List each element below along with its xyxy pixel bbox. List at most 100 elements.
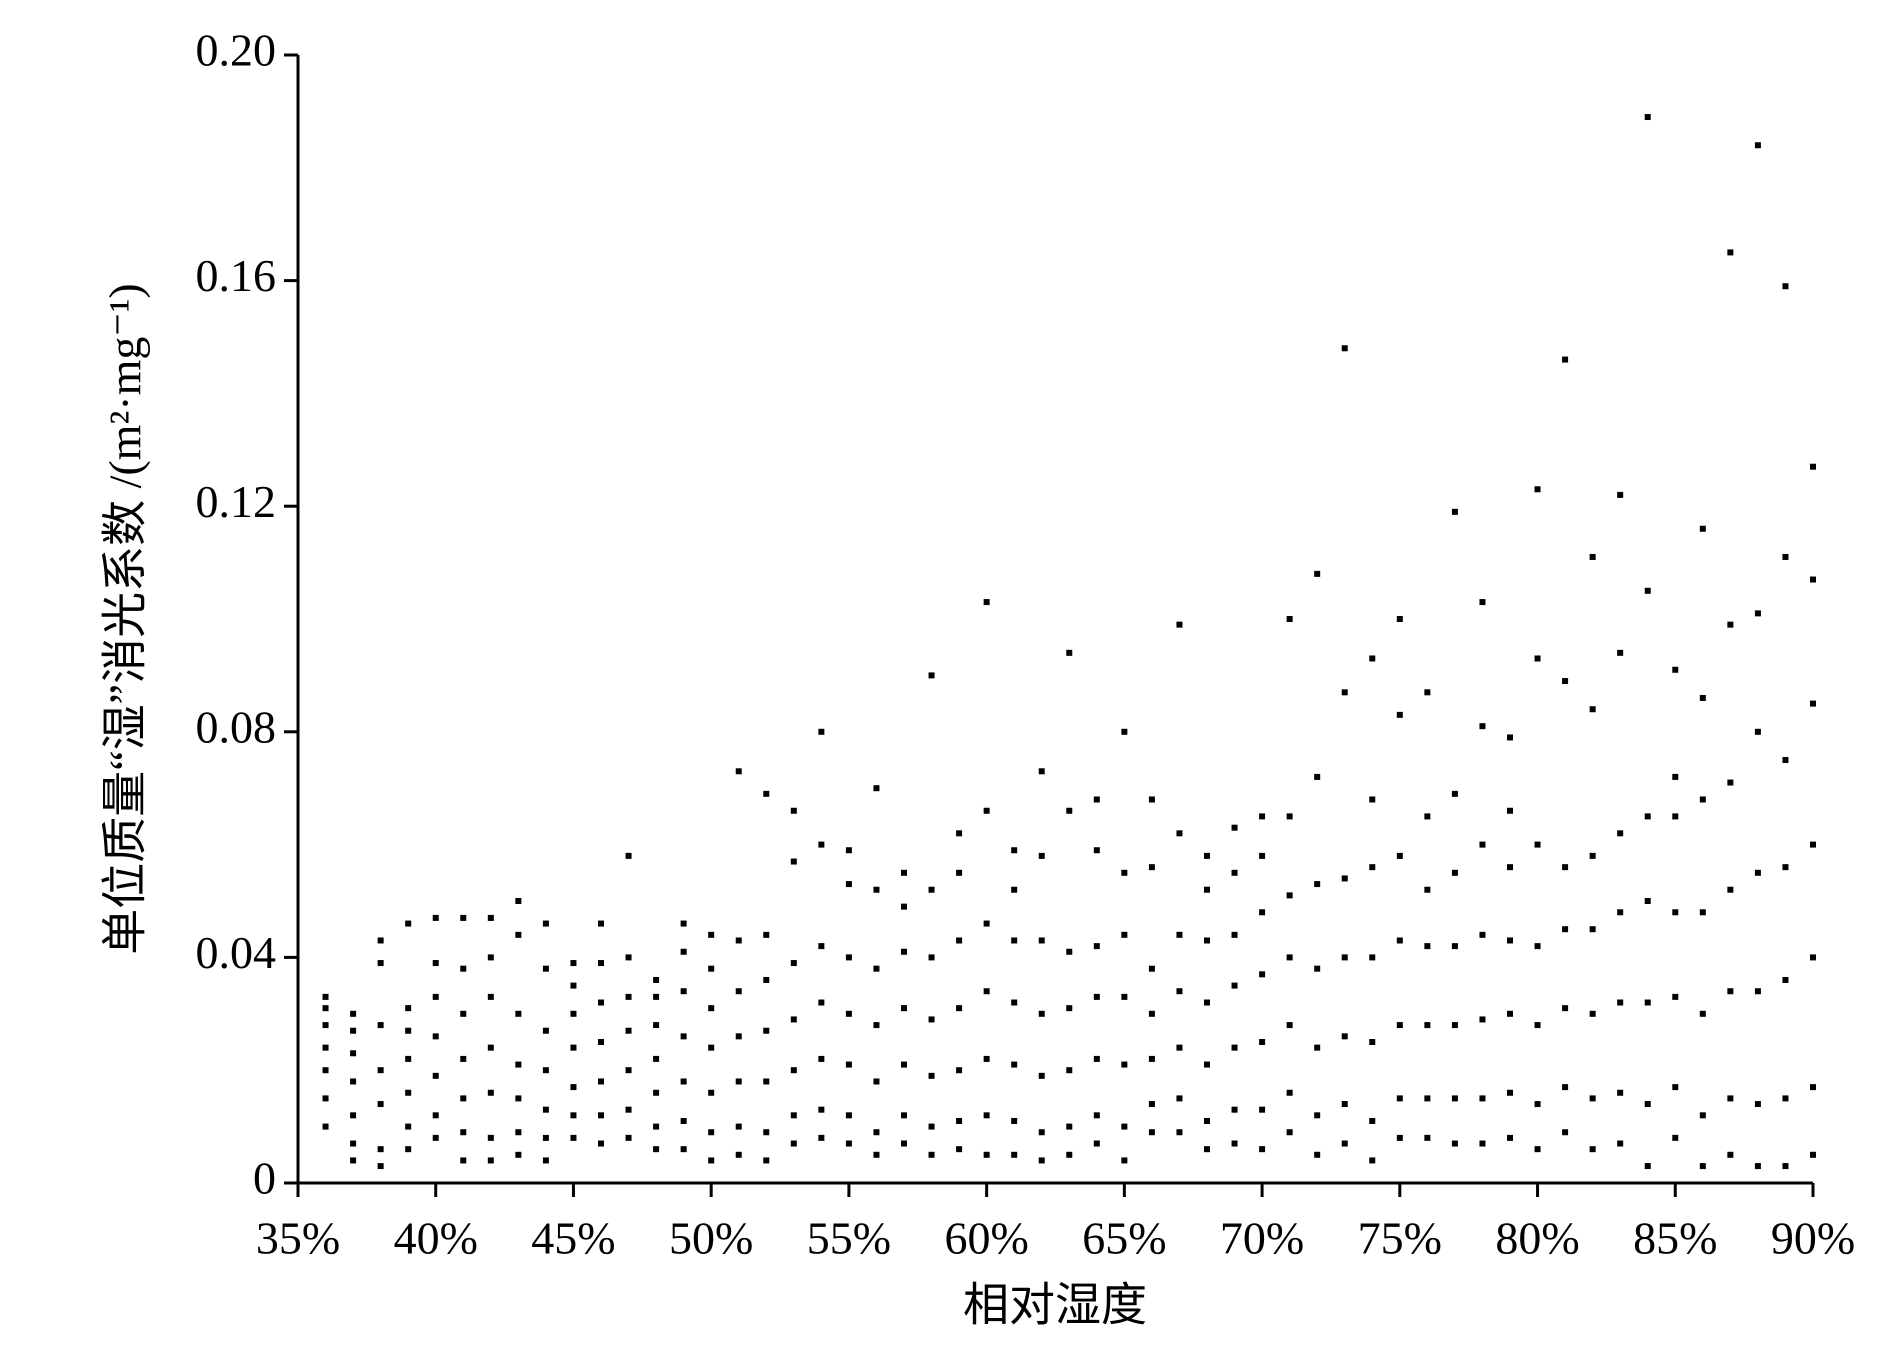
point: [1231, 824, 1238, 831]
point: [1451, 1140, 1458, 1147]
point: [405, 1055, 412, 1062]
point: [1286, 954, 1293, 961]
point: [322, 1067, 329, 1074]
point: [1011, 1117, 1018, 1124]
point: [432, 1112, 439, 1119]
point: [1699, 525, 1706, 532]
point: [1699, 694, 1706, 701]
point: [1617, 1140, 1624, 1147]
point: [956, 830, 963, 837]
x-tick-label: 70%: [1220, 1213, 1304, 1264]
point: [1589, 1095, 1596, 1102]
point: [1589, 926, 1596, 933]
point: [1699, 909, 1706, 916]
point: [845, 881, 852, 888]
point: [1424, 1022, 1431, 1029]
point: [1589, 1010, 1596, 1017]
point: [350, 1078, 357, 1085]
point: [1424, 813, 1431, 820]
point: [487, 1044, 494, 1051]
point: [653, 1146, 660, 1153]
point: [350, 1050, 357, 1057]
point: [1176, 1095, 1183, 1102]
point: [405, 1027, 412, 1034]
point: [570, 960, 577, 967]
point: [1617, 999, 1624, 1006]
point: [1259, 852, 1266, 859]
point: [1507, 734, 1513, 741]
point: [1562, 356, 1569, 363]
point: [1727, 621, 1734, 628]
point: [873, 1078, 880, 1085]
point: [625, 1134, 632, 1141]
point: [845, 847, 852, 854]
point: [1259, 971, 1266, 978]
point: [1148, 796, 1155, 803]
point: [1314, 881, 1321, 888]
point: [1093, 796, 1100, 803]
point: [405, 1146, 412, 1153]
point: [956, 937, 963, 944]
point: [1727, 886, 1734, 893]
point: [1286, 616, 1293, 622]
point: [1066, 948, 1073, 955]
point: [956, 1146, 963, 1153]
x-tick-label: 40%: [394, 1213, 478, 1264]
point: [901, 1112, 907, 1119]
point: [735, 768, 742, 775]
point: [1231, 1140, 1238, 1147]
point: [1121, 931, 1128, 938]
point: [1341, 345, 1348, 352]
point: [983, 920, 990, 927]
point: [598, 1112, 604, 1119]
point: [570, 1084, 577, 1091]
point: [901, 948, 907, 955]
point: [653, 976, 660, 983]
point: [708, 931, 715, 938]
point: [763, 1027, 770, 1034]
point: [1369, 796, 1376, 803]
point: [680, 1078, 687, 1085]
y-tick-label: 0.04: [196, 927, 277, 978]
point: [1038, 1129, 1045, 1136]
point: [735, 1078, 742, 1085]
point: [845, 1061, 852, 1068]
point: [515, 1129, 522, 1136]
point: [1286, 1129, 1293, 1136]
point: [487, 993, 494, 1000]
point: [1479, 1140, 1486, 1147]
point: [542, 1157, 549, 1164]
point: [653, 1123, 660, 1130]
point: [1396, 1134, 1403, 1141]
point: [763, 1129, 770, 1136]
point: [1589, 1146, 1596, 1153]
point: [1507, 937, 1513, 944]
point: [1231, 982, 1238, 989]
x-tick-label: 85%: [1633, 1213, 1717, 1264]
point: [1617, 491, 1624, 498]
point: [350, 1157, 357, 1164]
point: [873, 1151, 880, 1158]
point: [845, 1010, 852, 1017]
point: [460, 1055, 467, 1062]
point: [1672, 813, 1679, 820]
point: [1011, 1061, 1018, 1068]
point: [1727, 779, 1734, 786]
point: [377, 1101, 384, 1108]
point: [405, 1005, 412, 1012]
point: [1148, 965, 1155, 972]
point: [1314, 1112, 1321, 1119]
x-tick-label: 65%: [1082, 1213, 1166, 1264]
point: [1479, 931, 1486, 938]
point: [1093, 1140, 1100, 1147]
point: [928, 886, 935, 893]
point: [1204, 937, 1210, 944]
point: [1424, 1134, 1431, 1141]
point: [928, 672, 935, 679]
point: [790, 1016, 797, 1023]
point: [1121, 1157, 1128, 1164]
point: [680, 988, 687, 995]
point: [1396, 852, 1403, 859]
point: [1396, 937, 1403, 944]
point: [1672, 666, 1679, 673]
